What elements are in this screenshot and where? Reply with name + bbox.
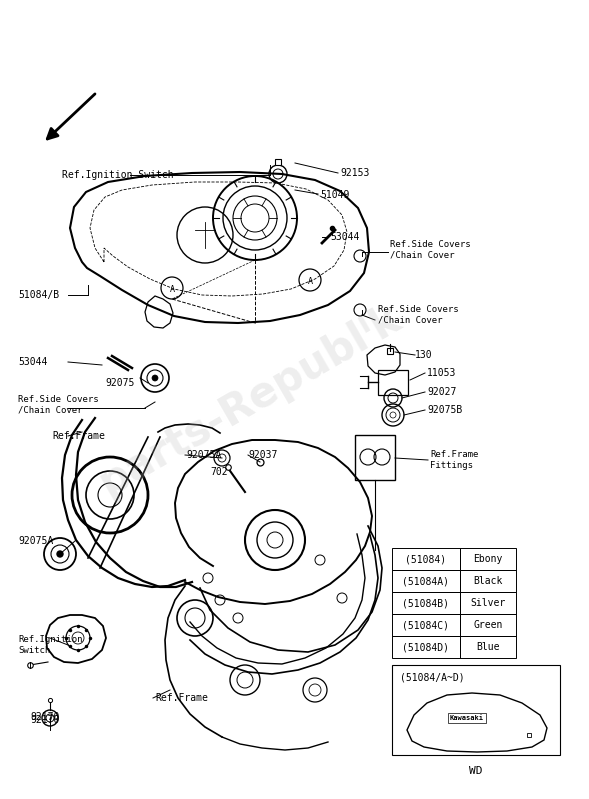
Text: (51084D): (51084D) bbox=[402, 642, 449, 652]
Text: 53044: 53044 bbox=[18, 357, 47, 367]
Text: Green: Green bbox=[474, 620, 502, 630]
Text: Ebony: Ebony bbox=[474, 554, 502, 564]
Bar bbox=[392, 665, 560, 755]
Text: 130: 130 bbox=[415, 350, 433, 360]
Text: (51084B): (51084B) bbox=[402, 598, 449, 608]
Text: Ref.Side Covers
/Chain Cover: Ref.Side Covers /Chain Cover bbox=[18, 396, 98, 415]
Ellipse shape bbox=[152, 375, 158, 381]
Text: A: A bbox=[307, 276, 313, 285]
Bar bbox=[392, 548, 460, 570]
Text: (51084/A~D): (51084/A~D) bbox=[400, 673, 465, 683]
Bar bbox=[460, 570, 516, 592]
Text: (51084C): (51084C) bbox=[402, 620, 449, 630]
Text: 11053: 11053 bbox=[427, 368, 456, 378]
Text: Ref.Frame: Ref.Frame bbox=[52, 431, 105, 441]
Bar bbox=[460, 592, 516, 614]
Text: 92153: 92153 bbox=[340, 168, 369, 178]
Text: parts-Republᴵk: parts-Republᴵk bbox=[91, 296, 408, 503]
Bar bbox=[460, 614, 516, 636]
Text: Black: Black bbox=[474, 576, 502, 586]
Bar bbox=[460, 636, 516, 658]
Ellipse shape bbox=[57, 551, 63, 557]
Text: 51049: 51049 bbox=[320, 190, 349, 200]
Text: Kawasaki: Kawasaki bbox=[450, 715, 484, 721]
Bar bbox=[392, 570, 460, 592]
Text: Ref.Side Covers
/Chain Cover: Ref.Side Covers /Chain Cover bbox=[378, 305, 459, 324]
Bar bbox=[392, 614, 460, 636]
Text: 92075: 92075 bbox=[105, 378, 134, 388]
Text: Blue: Blue bbox=[477, 642, 499, 652]
Text: Ref.Frame: Ref.Frame bbox=[155, 693, 208, 703]
Text: WD: WD bbox=[469, 766, 483, 776]
Text: Ref.Ignition Switch: Ref.Ignition Switch bbox=[62, 170, 174, 180]
Text: 92027: 92027 bbox=[427, 387, 456, 397]
Bar bbox=[392, 636, 460, 658]
Text: (51084): (51084) bbox=[405, 554, 446, 564]
Bar bbox=[460, 548, 516, 570]
Text: A: A bbox=[170, 284, 174, 293]
Text: 51084/B: 51084/B bbox=[18, 290, 59, 300]
Text: Ref.Frame
Fittings: Ref.Frame Fittings bbox=[430, 451, 478, 470]
Text: 92075A: 92075A bbox=[18, 536, 53, 546]
Text: 92075A: 92075A bbox=[186, 450, 221, 460]
Text: 92037: 92037 bbox=[248, 450, 277, 460]
Bar bbox=[392, 592, 460, 614]
Text: Ref.Side Covers
/Chain Cover: Ref.Side Covers /Chain Cover bbox=[390, 240, 471, 260]
Text: 53044: 53044 bbox=[330, 232, 359, 242]
Text: 92170: 92170 bbox=[30, 712, 59, 722]
Text: Ref.Ignition
Switch: Ref.Ignition Switch bbox=[18, 635, 82, 654]
Text: Silver: Silver bbox=[471, 598, 505, 608]
Text: (51084A): (51084A) bbox=[402, 576, 449, 586]
Text: 702: 702 bbox=[210, 467, 227, 477]
Text: 92075B: 92075B bbox=[427, 405, 462, 415]
Text: 92170: 92170 bbox=[30, 715, 59, 725]
